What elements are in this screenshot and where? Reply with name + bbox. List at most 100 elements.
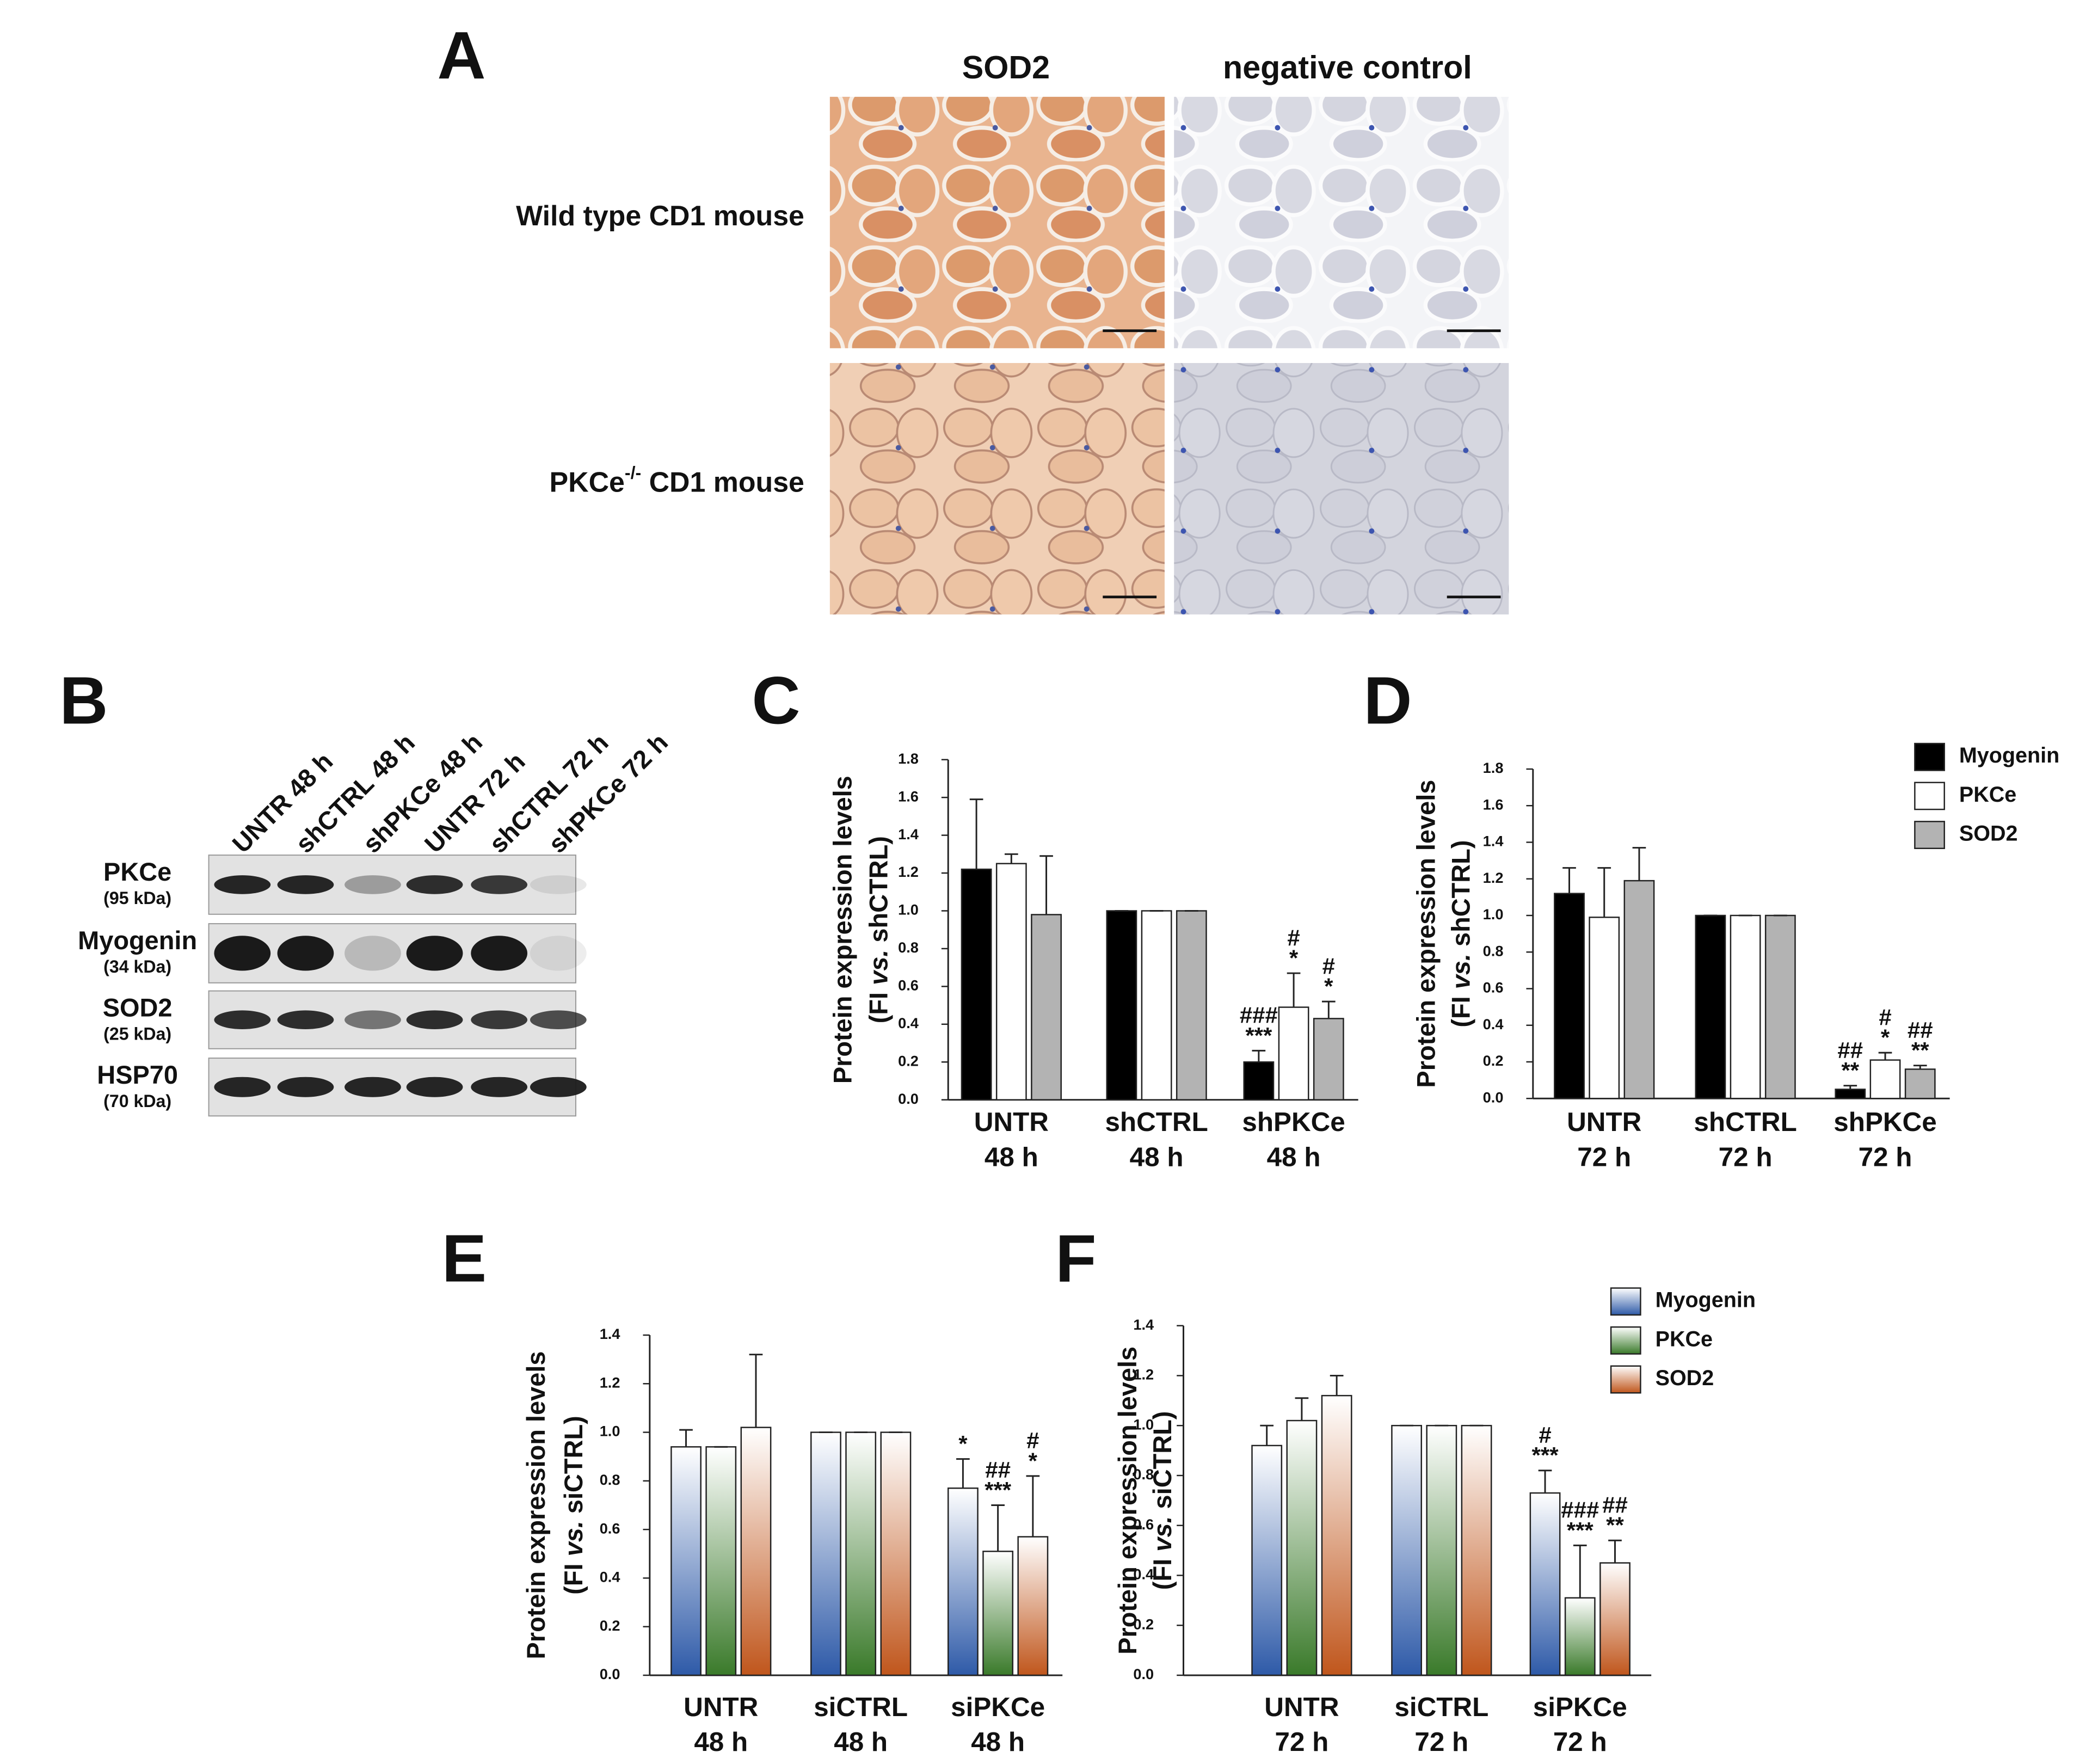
bar xyxy=(705,1446,737,1676)
y-tick-label: 0.4 xyxy=(1133,1566,1154,1583)
bar xyxy=(1313,1018,1344,1101)
x-tick-label: 48 h xyxy=(1267,1142,1321,1172)
y-tick-label: 0.0 xyxy=(1133,1665,1154,1682)
x-tick-label: siPKCe xyxy=(951,1692,1045,1722)
y-tick-label: 0.2 xyxy=(600,1617,620,1634)
y-axis-label: (FI vs. siCTRL) xyxy=(559,1416,588,1595)
bar xyxy=(1426,1424,1457,1676)
x-tick-label: shCTRL xyxy=(1105,1107,1208,1137)
y-axis-label-part: (FI xyxy=(1148,1552,1177,1590)
significance-mark: *** xyxy=(1532,1442,1559,1468)
legend-swatch xyxy=(1914,782,1945,810)
band xyxy=(530,936,587,971)
panel-letter: D xyxy=(1363,663,1412,739)
y-axis-label-part: (FI xyxy=(1447,989,1475,1027)
significance-mark: ### xyxy=(1561,1497,1599,1523)
y-tick-label: 0.2 xyxy=(1483,1052,1504,1069)
row-label-part: CD1 mouse xyxy=(641,466,804,497)
x-tick-label: UNTR xyxy=(974,1107,1049,1137)
band xyxy=(277,875,334,894)
band xyxy=(344,1077,401,1097)
bar xyxy=(845,1431,877,1676)
band xyxy=(214,875,271,894)
bar xyxy=(1286,1419,1318,1676)
y-axis-label: (FI vs. shCTRL) xyxy=(1447,840,1475,1028)
y-axis-label-part: shCTRL) xyxy=(865,836,893,950)
bar xyxy=(1835,1089,1866,1099)
chart: E Protein expression levels (FI vs. siCTRL… xyxy=(442,1221,1063,1757)
significance-mark: # xyxy=(1539,1422,1551,1448)
significance-mark: # xyxy=(1879,1004,1891,1030)
protein-size: (70 kDa) xyxy=(103,1091,171,1111)
bar xyxy=(961,868,992,1101)
band xyxy=(406,875,463,894)
protein-name: SOD2 xyxy=(103,994,173,1022)
y-tick-label: 1.2 xyxy=(1133,1366,1154,1383)
y-tick-label: 0.2 xyxy=(898,1052,919,1069)
protein-name: HSP70 xyxy=(97,1061,178,1089)
chart: C Protein expression levels (FI vs. shCTRL… xyxy=(752,663,1358,1172)
significance-mark: ** xyxy=(1606,1513,1624,1538)
row-label-part: PKCe xyxy=(550,466,625,497)
y-axis-label: (FI vs. shCTRL) xyxy=(865,836,893,1023)
band xyxy=(214,1010,271,1029)
significance-mark: ### xyxy=(1240,1003,1278,1028)
x-tick-label: shCTRL xyxy=(1694,1107,1796,1137)
bar xyxy=(1529,1492,1561,1676)
y-tick-label: 1.0 xyxy=(600,1423,620,1440)
x-tick-label: shPKCe xyxy=(1834,1107,1936,1137)
y-tick-label: 1.4 xyxy=(1133,1316,1154,1333)
bar xyxy=(1623,880,1655,1099)
y-axis-label-part: siCTRL) xyxy=(559,1416,588,1521)
panel-letter: E xyxy=(442,1221,487,1296)
protein-name: PKCe xyxy=(103,858,171,886)
y-tick-label: 1.0 xyxy=(1483,906,1504,923)
y-axis-label: Protein expression levels xyxy=(828,776,857,1084)
x-tick-label: 72 h xyxy=(1275,1727,1328,1757)
y-tick-label: 1.0 xyxy=(898,901,919,918)
superscript: -/- xyxy=(625,463,641,483)
y-tick-label: 0.8 xyxy=(898,939,919,956)
band xyxy=(344,875,401,894)
significance-mark: *** xyxy=(1567,1517,1594,1543)
y-tick-label: 0.8 xyxy=(600,1471,620,1488)
significance-mark: ** xyxy=(1911,1037,1929,1063)
legend-swatch xyxy=(1610,1287,1641,1316)
bar xyxy=(1554,893,1585,1099)
chart: D Protein expression levels (FI vs. shCTRL… xyxy=(1363,663,2059,1172)
band xyxy=(471,1077,528,1097)
band xyxy=(530,1010,587,1029)
significance-mark: ** xyxy=(1841,1058,1859,1083)
band xyxy=(530,1077,587,1097)
x-tick-label: 48 h xyxy=(1130,1142,1184,1172)
row-label: Wild type CD1 mouse xyxy=(516,200,804,231)
y-tick-label: 0.0 xyxy=(1483,1089,1504,1105)
bar xyxy=(670,1446,702,1676)
y-tick-label: 0.0 xyxy=(898,1090,919,1107)
protein-size: (95 kDa) xyxy=(103,888,171,908)
y-tick-label: 1.6 xyxy=(1483,796,1504,813)
x-tick-label: 72 h xyxy=(1414,1727,1468,1757)
x-tick-label: siCTRL xyxy=(1394,1692,1488,1722)
band xyxy=(530,875,587,894)
bar xyxy=(1391,1424,1423,1676)
significance-mark: * xyxy=(1029,1448,1038,1473)
column-header: SOD2 xyxy=(962,49,1050,85)
micrograph xyxy=(1174,362,1509,614)
band xyxy=(471,1010,528,1029)
y-tick-label: 0.6 xyxy=(898,977,919,994)
micrograph xyxy=(1174,96,1509,348)
y-tick-label: 0.6 xyxy=(600,1520,620,1536)
y-tick-label: 0.6 xyxy=(1133,1516,1154,1533)
protein-name: Myogenin xyxy=(78,926,197,955)
x-tick-label: 48 h xyxy=(834,1727,888,1757)
bar xyxy=(995,863,1027,1101)
y-tick-label: 1.4 xyxy=(600,1325,620,1342)
row-label: PKCe-/- CD1 mouse xyxy=(550,463,804,497)
bar xyxy=(1599,1562,1631,1676)
y-tick-label: 1.8 xyxy=(898,750,919,767)
y-tick-label: 0.8 xyxy=(1483,942,1504,959)
